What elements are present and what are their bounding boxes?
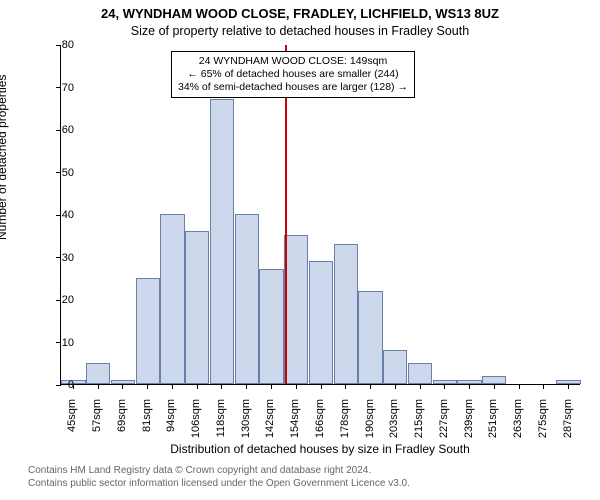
x-tick-mark xyxy=(197,384,198,389)
x-tick-mark xyxy=(246,384,247,389)
x-tick-mark xyxy=(494,384,495,389)
x-tick-mark xyxy=(370,384,371,389)
histogram-bar xyxy=(309,261,333,384)
y-tick-label: 60 xyxy=(44,124,74,136)
histogram-bar xyxy=(334,244,358,384)
histogram-bar xyxy=(160,214,184,384)
annotation-line: 24 WYNDHAM WOOD CLOSE: 149sqm xyxy=(178,55,408,68)
x-tick-mark xyxy=(345,384,346,389)
x-tick-mark xyxy=(519,384,520,389)
annotation-line: ← 65% of detached houses are smaller (24… xyxy=(178,68,408,81)
annotation-box: 24 WYNDHAM WOOD CLOSE: 149sqm← 65% of de… xyxy=(171,51,415,98)
x-tick-mark xyxy=(568,384,569,389)
x-axis-label: Distribution of detached houses by size … xyxy=(60,442,580,456)
histogram-bar xyxy=(284,235,308,384)
histogram-bar xyxy=(185,231,209,384)
x-tick-mark xyxy=(321,384,322,389)
x-tick-mark xyxy=(271,384,272,389)
y-tick-label: 70 xyxy=(44,82,74,94)
y-axis-label: Number of detached properties xyxy=(0,75,9,240)
y-tick-label: 40 xyxy=(44,209,74,221)
x-tick-mark xyxy=(395,384,396,389)
histogram-bar xyxy=(136,278,160,384)
x-tick-mark xyxy=(172,384,173,389)
chart-title-address: 24, WYNDHAM WOOD CLOSE, FRADLEY, LICHFIE… xyxy=(0,6,600,21)
annotation-line: 34% of semi-detached houses are larger (… xyxy=(178,81,408,94)
chart-container: { "title_line1": "24, WYNDHAM WOOD CLOSE… xyxy=(0,0,600,500)
x-tick-mark xyxy=(147,384,148,389)
footer-attribution: Contains HM Land Registry data © Crown c… xyxy=(28,465,588,490)
footer-line-2: Contains public sector information licen… xyxy=(28,478,588,491)
footer-line-1: Contains HM Land Registry data © Crown c… xyxy=(28,465,588,478)
histogram-bar xyxy=(383,350,407,384)
y-tick-label: 20 xyxy=(44,294,74,306)
y-tick-label: 10 xyxy=(44,337,74,349)
x-tick-mark xyxy=(98,384,99,389)
x-tick-mark xyxy=(420,384,421,389)
x-tick-mark xyxy=(296,384,297,389)
plot-area: 24 WYNDHAM WOOD CLOSE: 149sqm← 65% of de… xyxy=(60,45,580,385)
y-tick-label: 0 xyxy=(44,379,74,391)
y-tick-label: 30 xyxy=(44,252,74,264)
x-tick-mark xyxy=(221,384,222,389)
y-tick-label: 50 xyxy=(44,167,74,179)
histogram-bar xyxy=(210,99,234,384)
histogram-bar xyxy=(408,363,432,384)
histogram-bar xyxy=(482,376,506,385)
histogram-bar xyxy=(235,214,259,384)
y-tick-label: 80 xyxy=(44,39,74,51)
x-tick-mark xyxy=(469,384,470,389)
x-tick-mark xyxy=(444,384,445,389)
histogram-bar xyxy=(259,269,283,384)
x-tick-mark xyxy=(122,384,123,389)
chart-subtitle: Size of property relative to detached ho… xyxy=(0,24,600,38)
histogram-bar xyxy=(358,291,382,385)
histogram-bar xyxy=(86,363,110,384)
x-tick-mark xyxy=(543,384,544,389)
